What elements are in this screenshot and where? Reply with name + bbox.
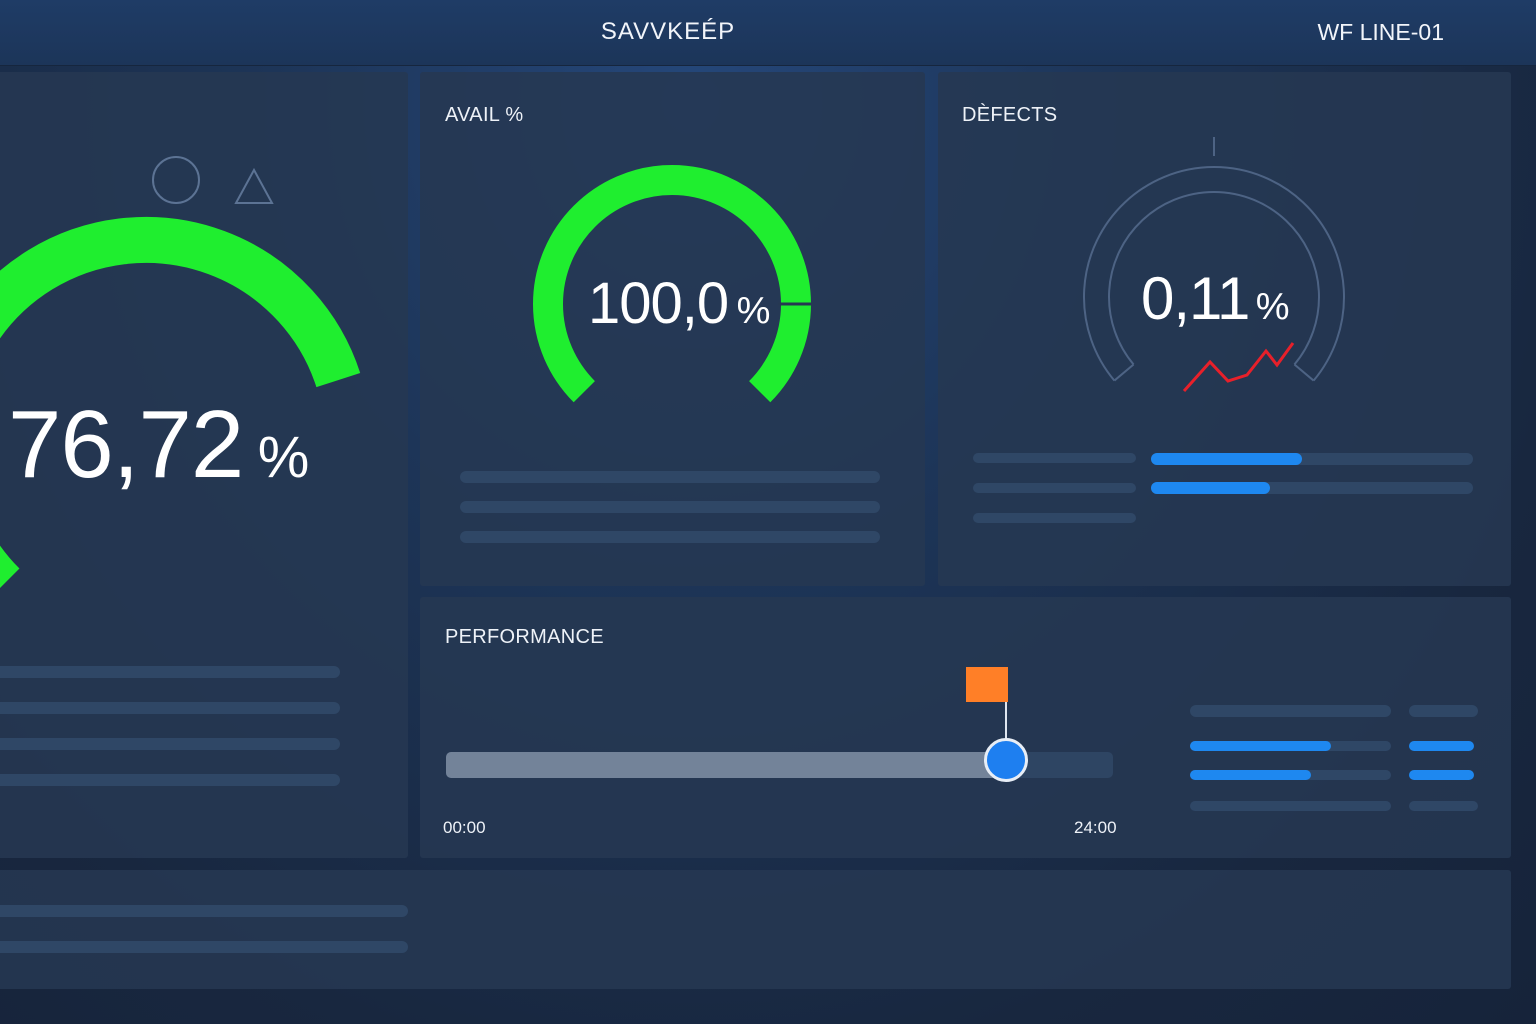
defects-panel: DÈFECTS 0,11 % (938, 72, 1511, 586)
availability-value: 100,0 % (588, 270, 770, 337)
placeholder-bar (0, 905, 408, 917)
availability-title: AVAIL % (445, 104, 524, 126)
triangle-icon[interactable] (234, 167, 274, 204)
performance-indicator (1409, 741, 1474, 751)
placeholder-bar (973, 483, 1136, 493)
defects-gauge-inner-ring (1108, 190, 1320, 366)
performance-bar-fill (1190, 770, 1311, 780)
placeholder-bar (1190, 801, 1391, 811)
defects-value-unit: % (1255, 286, 1290, 328)
oee-value-number: 76,72 (8, 391, 244, 498)
placeholder-bar (0, 774, 340, 786)
performance-title: PERFORMANCE (445, 626, 604, 648)
placeholder-bar (460, 471, 880, 483)
defects-title: DÈFECTS (962, 104, 1058, 126)
performance-panel: PERFORMANCE 00:00 24:00 (420, 597, 1511, 858)
defects-bar-fill (1151, 482, 1271, 494)
performance-slider-fill (446, 752, 1007, 778)
placeholder-bar (460, 501, 880, 513)
defects-bar-fill (1151, 453, 1303, 465)
placeholder-bar (0, 941, 408, 953)
availability-gauge-arc (533, 165, 811, 403)
availability-value-number: 100,0 (588, 271, 729, 336)
placeholder-bar (973, 513, 1136, 523)
placeholder-bar (0, 702, 340, 714)
oee-gauge-arc (0, 216, 361, 588)
line-id-label[interactable]: WF LINE-01 (1317, 19, 1444, 45)
performance-bar-fill (1190, 741, 1331, 751)
performance-marker-flag[interactable] (966, 667, 1009, 702)
performance-start-label: 00:00 (443, 818, 486, 837)
performance-bar-track (1190, 770, 1391, 780)
defects-bar-track (1151, 453, 1473, 465)
circle-icon[interactable] (152, 156, 200, 204)
placeholder-bar (460, 531, 880, 543)
placeholder-bar (1409, 801, 1478, 811)
performance-indicator (1409, 770, 1474, 780)
bottom-panel (0, 870, 1511, 989)
performance-marker-stem (1005, 702, 1008, 740)
availability-gauge (533, 165, 812, 403)
placeholder-bar (1409, 705, 1478, 717)
availability-panel: AVAIL % 100,0 % (420, 72, 925, 586)
defects-gauge (1083, 137, 1345, 393)
placeholder-bar (1190, 705, 1391, 717)
oee-panel: 76,72 % (0, 72, 408, 858)
defects-value-number: 0,11 (1141, 265, 1250, 332)
performance-bar-track (1190, 741, 1391, 751)
defects-gauge-cap (1293, 363, 1315, 382)
defects-value: 0,11 % (1141, 264, 1290, 333)
performance-end-label: 24:00 (1074, 818, 1117, 837)
placeholder-bar (0, 738, 340, 750)
oee-gauge (0, 156, 361, 588)
defects-bar-track (1151, 482, 1473, 494)
defects-trend-line (1182, 342, 1295, 393)
placeholder-bar (973, 453, 1136, 463)
performance-slider-knob[interactable] (984, 738, 1029, 782)
app-title: SAVVKEÉP (600, 18, 736, 45)
defects-gauge-cap (1113, 363, 1135, 382)
placeholder-bar (0, 666, 340, 678)
oee-value-unit: % (257, 425, 310, 490)
top-bar: SAVVKEÉP WF LINE-01 (0, 0, 1536, 66)
defects-gauge-outer-ring (1083, 166, 1345, 382)
availability-value-unit: % (736, 290, 771, 332)
oee-value: 76,72 % (8, 390, 310, 500)
